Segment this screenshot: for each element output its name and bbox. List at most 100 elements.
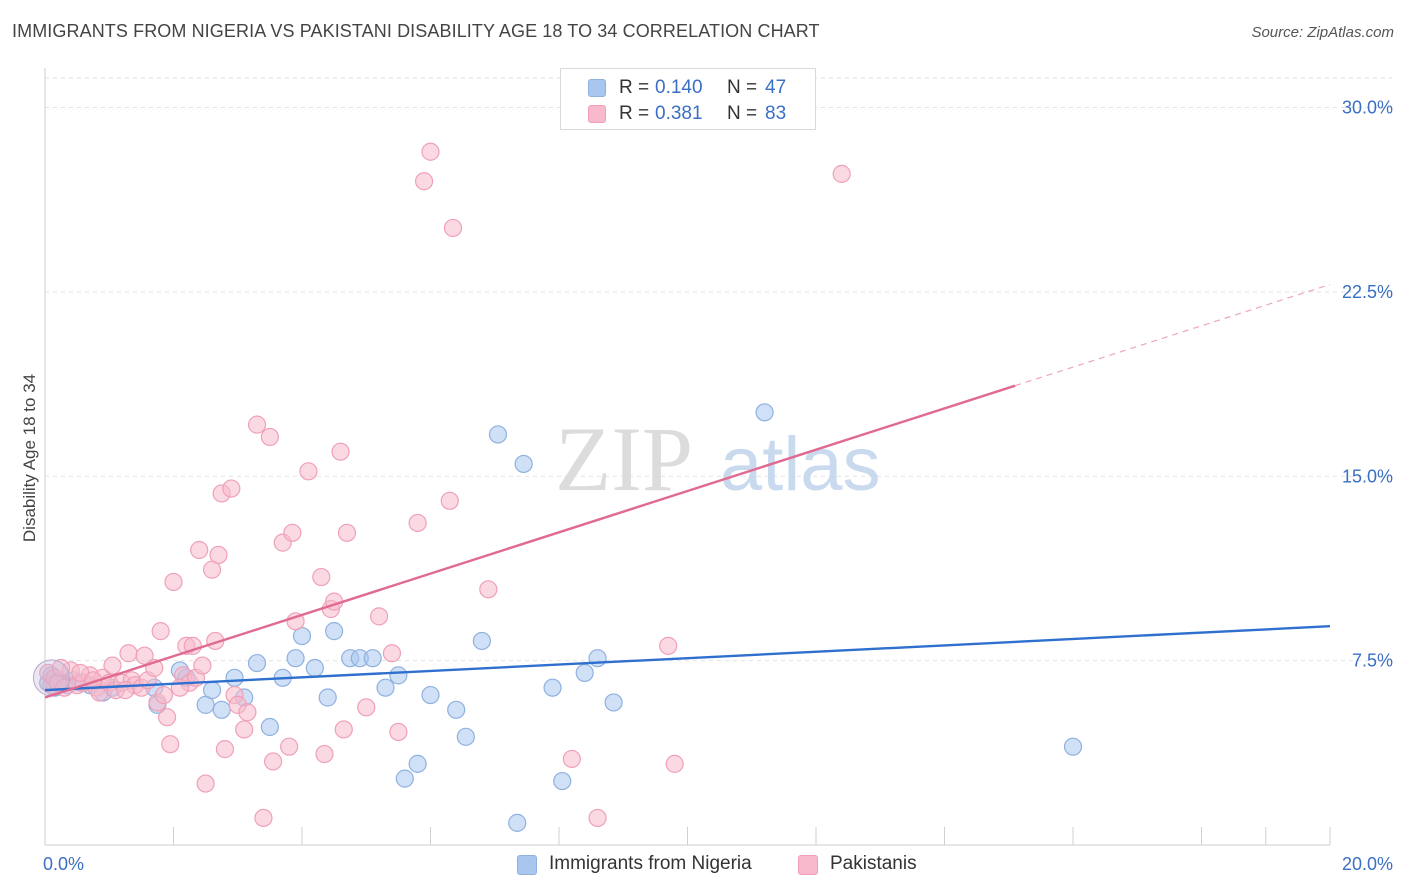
legend-swatch-pakistanis bbox=[798, 855, 818, 875]
data-point bbox=[157, 708, 177, 727]
data-point bbox=[575, 663, 594, 683]
data-point bbox=[1063, 737, 1083, 756]
y-tick-label: 22.5% bbox=[1342, 282, 1393, 302]
trend-line-extension bbox=[1014, 283, 1331, 387]
watermark-atlas: atlas bbox=[720, 422, 881, 507]
data-point bbox=[479, 580, 498, 599]
data-point bbox=[280, 737, 299, 756]
data-point bbox=[299, 462, 318, 481]
data-point bbox=[154, 685, 173, 705]
data-point bbox=[447, 700, 466, 719]
data-point bbox=[161, 735, 180, 754]
data-point bbox=[225, 668, 244, 687]
data-point bbox=[170, 678, 190, 697]
data-point bbox=[376, 678, 395, 697]
y-tick-label: 30.0% bbox=[1342, 98, 1393, 118]
data-point bbox=[202, 681, 222, 700]
series-pakistanis-points bbox=[39, 142, 851, 828]
data-point bbox=[562, 749, 581, 769]
data-point bbox=[659, 636, 678, 655]
data-point bbox=[488, 425, 508, 444]
legend-swatch-nigeria bbox=[588, 79, 606, 97]
data-point bbox=[116, 681, 135, 700]
trend-line-nigeria bbox=[44, 625, 1331, 692]
n-label: N = bbox=[727, 103, 758, 124]
data-points bbox=[32, 142, 1083, 832]
trend-lines bbox=[44, 283, 1331, 699]
data-point bbox=[51, 658, 71, 678]
data-point bbox=[247, 415, 267, 434]
data-point bbox=[260, 427, 279, 447]
legend-swatch-pakistanis bbox=[588, 105, 606, 123]
data-point bbox=[665, 754, 684, 773]
data-point bbox=[235, 720, 254, 739]
data-point bbox=[164, 572, 183, 592]
data-point bbox=[443, 218, 463, 238]
y-tick-label: 7.5% bbox=[1352, 651, 1393, 671]
data-point bbox=[755, 403, 774, 422]
watermark: ZIP atlas bbox=[555, 408, 881, 510]
data-point bbox=[260, 717, 279, 737]
data-point bbox=[215, 740, 234, 759]
gridlines bbox=[45, 77, 1392, 662]
data-point bbox=[389, 666, 408, 685]
r-label: R = bbox=[619, 103, 650, 124]
n-value: 47 bbox=[765, 77, 787, 98]
data-point bbox=[312, 567, 331, 587]
data-point bbox=[363, 649, 382, 668]
data-point bbox=[305, 658, 324, 678]
data-point bbox=[238, 703, 257, 722]
data-point bbox=[357, 698, 376, 717]
data-point bbox=[263, 752, 283, 771]
data-point bbox=[119, 644, 138, 663]
data-point bbox=[193, 656, 212, 675]
data-point bbox=[222, 479, 241, 498]
data-point bbox=[212, 700, 231, 719]
data-point bbox=[508, 813, 527, 832]
data-point bbox=[408, 513, 427, 533]
data-point bbox=[440, 491, 459, 510]
n-label: N = bbox=[727, 77, 758, 98]
legend-swatch-nigeria bbox=[517, 855, 537, 875]
data-point bbox=[832, 164, 851, 183]
legend-label-pakistanis: Pakistanis bbox=[830, 853, 917, 874]
data-point bbox=[421, 685, 440, 705]
x-tick-label: 20.0% bbox=[1342, 854, 1393, 874]
data-point bbox=[543, 678, 562, 697]
y-tick-label: 15.0% bbox=[1342, 466, 1393, 486]
watermark-zip: ZIP bbox=[555, 408, 693, 510]
r-value: 0.381 bbox=[655, 103, 703, 124]
data-point bbox=[472, 631, 491, 651]
data-point bbox=[456, 727, 475, 746]
source-credit: Source: ZipAtlas.com bbox=[1251, 24, 1394, 41]
data-point bbox=[103, 656, 122, 675]
data-point bbox=[414, 172, 434, 191]
chart-title: IMMIGRANTS FROM NIGERIA VS PAKISTANI DIS… bbox=[12, 21, 820, 41]
data-point bbox=[283, 523, 302, 542]
r-label: R = bbox=[619, 77, 650, 98]
correlation-legend: R = 0.140 N = 47 R = 0.381 N = 83 bbox=[560, 68, 816, 130]
trend-line-pakistanis bbox=[44, 384, 1016, 699]
data-point bbox=[604, 693, 623, 712]
axes bbox=[44, 68, 1331, 846]
data-point bbox=[315, 744, 334, 764]
data-point bbox=[389, 722, 408, 742]
data-point bbox=[135, 646, 154, 665]
data-point bbox=[196, 774, 215, 793]
data-point bbox=[408, 754, 427, 773]
data-point bbox=[421, 142, 440, 161]
data-point bbox=[588, 808, 607, 828]
data-point bbox=[151, 622, 170, 641]
data-point bbox=[553, 771, 572, 791]
data-point bbox=[325, 622, 344, 641]
data-point bbox=[286, 612, 305, 631]
data-point bbox=[331, 442, 350, 461]
data-point bbox=[337, 523, 357, 542]
data-point bbox=[190, 540, 209, 560]
data-point bbox=[334, 720, 353, 739]
data-point bbox=[395, 769, 414, 788]
data-point bbox=[514, 454, 533, 474]
n-value: 83 bbox=[765, 103, 787, 124]
x-tick-label: 0.0% bbox=[43, 854, 84, 874]
